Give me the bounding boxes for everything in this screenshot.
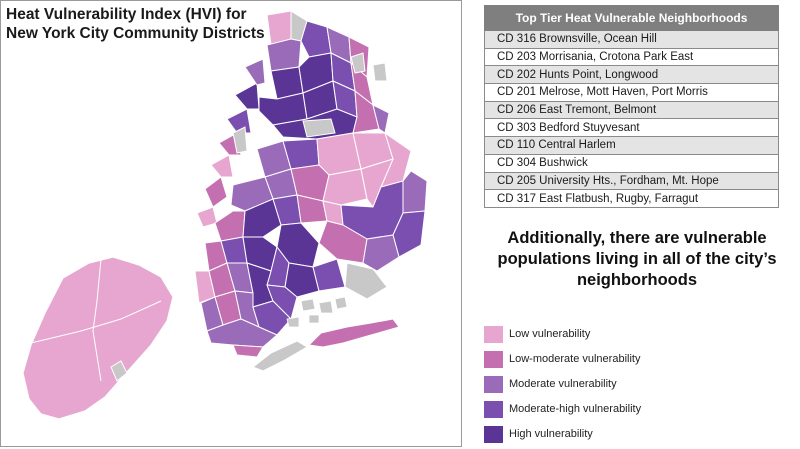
table-cell: CD 201 Melrose, Mott Haven, Port Morris [484,83,779,102]
nyc-hvi-map [22,10,428,420]
table-cell: CD 317 East Flatbush, Rugby, Farragut [484,189,779,208]
district-shape [210,154,234,178]
table-cell: CD 303 Bedford Stuyvesant [484,118,779,138]
statement-line-3: neighborhoods [576,271,698,289]
district-shape [204,176,228,208]
district-shape [234,82,260,110]
district-shape [307,318,400,348]
legend-swatch-high [484,426,503,443]
district-shape [206,318,278,348]
table-row: CD 304 Bushwick [484,153,779,173]
district-boundary [92,258,102,382]
table-cell: CD 316 Brownsville, Ocean Hill [484,30,779,49]
legend-swatch-low [484,326,503,343]
district-shape [308,314,320,324]
district-shape [266,284,298,320]
district-shape [334,296,348,310]
staten-island [22,256,174,420]
brooklyn [194,176,346,358]
district-shape [196,206,218,228]
map-legend: Low vulnerability Low-moderate vulnerabi… [484,324,784,449]
legend-item-low-moderate: Low-moderate vulnerability [484,349,784,374]
table-row: CD 316 Brownsville, Ocean Hill [484,30,779,49]
table-row: CD 201 Melrose, Mott Haven, Port Morris [484,83,779,102]
vulnerable-populations-statement: Additionally, there are vulnerable popul… [478,228,796,291]
legend-item-moderate: Moderate vulnerability [484,374,784,399]
queens [252,118,428,372]
district-shape [300,298,316,312]
table-row: CD 317 East Flatbush, Rugby, Farragut [484,189,779,208]
bronx [258,10,390,140]
table-cell: CD 205 University Hts., Fordham, Mt. Hop… [484,171,779,191]
legend-swatch-low-moderate [484,351,503,368]
statement-line-1: Additionally, there are vulnerable [507,229,767,247]
district-shape [214,210,246,242]
table-cell: CD 203 Morrisania, Crotona Park East [484,47,779,67]
table-row: CD 303 Bedford Stuyvesant [484,118,779,138]
district-shape [284,262,320,298]
district-shape [252,300,292,336]
district-shape [266,38,302,72]
map-title-line-1: Heat Vulnerability Index (HVI) for [6,6,247,23]
district-shape [242,198,282,238]
table-row: CD 203 Morrisania, Crotona Park East [484,47,779,67]
jamaica-bay-islands [286,296,348,328]
district-shape [402,170,428,214]
legend-label: Low vulnerability [509,328,591,340]
district-shape [286,316,300,328]
manhattan [196,58,266,228]
table-header-row: Top Tier Heat Vulnerable Neighborhoods [484,5,779,31]
district-shape [232,344,264,358]
district-shape [232,126,248,154]
table-row: CD 110 Central Harlem [484,136,779,155]
district-shape [318,300,334,314]
district-shape [344,262,388,300]
table-row: CD 202 Hunts Point, Longwood [484,65,779,85]
legend-swatch-moderate-high [484,401,503,418]
district-shape [350,52,366,74]
legend-label: Moderate-high vulnerability [509,403,642,415]
district-shape [302,118,336,138]
table-header: Top Tier Heat Vulnerable Neighborhoods [484,5,779,31]
map-title-line-2: New York City Community Districts [6,25,265,42]
legend-item-moderate-high: Moderate-high vulnerability [484,399,784,424]
district-shape [110,360,128,382]
map-title: Heat Vulnerability Index (HVI) for New Y… [6,5,266,43]
district-shape [322,168,368,206]
statement-line-2: populations living in all of the city’s [497,250,777,268]
district-shape [226,108,252,134]
table-row: CD 206 East Tremont, Belmont [484,100,779,120]
legend-item-low: Low vulnerability [484,324,784,349]
top-tier-neighborhoods-table: Top Tier Heat Vulnerable Neighborhoods C… [484,5,779,208]
district-shape [372,62,388,82]
legend-label: Low-moderate vulnerability [509,353,641,365]
map-panel: Heat Vulnerability Index (HVI) for New Y… [0,0,462,447]
district-shape [244,58,266,86]
legend-label: Moderate vulnerability [509,378,617,390]
district-shape [312,258,346,292]
district-shape [22,256,174,420]
table-cell: CD 110 Central Harlem [484,136,779,155]
legend-swatch-moderate [484,376,503,393]
district-shape [362,234,400,272]
table-cell: CD 202 Hunts Point, Longwood [484,65,779,85]
legend-item-high: High vulnerability [484,424,784,449]
district-boundary [30,300,162,344]
district-shape [252,340,308,372]
table-cell: CD 206 East Tremont, Belmont [484,100,779,120]
district-shape [352,89,380,134]
legend-label: High vulnerability [509,428,593,440]
table-row: CD 205 University Hts., Fordham, Mt. Hop… [484,171,779,191]
table-cell: CD 304 Bushwick [484,153,779,173]
